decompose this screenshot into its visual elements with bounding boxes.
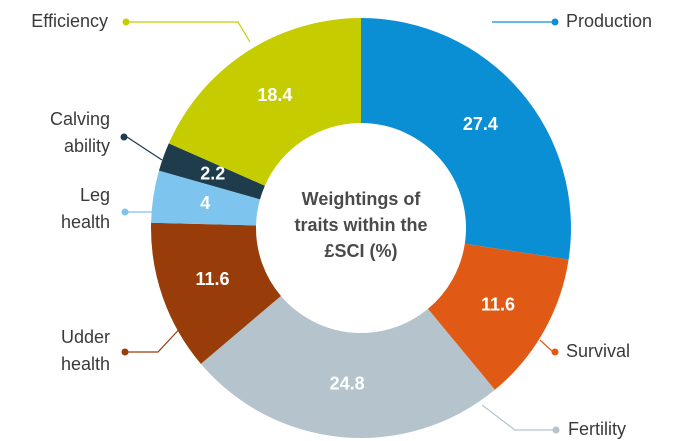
- category-label: Calving ability: [49, 109, 110, 156]
- value-label: 4: [200, 193, 210, 213]
- donut-segment: [427, 243, 569, 390]
- leader-dot: [552, 426, 560, 434]
- category-label: Leg health: [60, 185, 110, 232]
- chart-title: Weightings of traits within the £SCI (%): [294, 189, 428, 261]
- category-label: Survival: [566, 341, 631, 361]
- value-label: 24.8: [330, 374, 365, 394]
- leader-line: [128, 321, 187, 353]
- leader-dot: [551, 18, 559, 26]
- leader-line: [126, 136, 163, 161]
- donut-segment: [150, 222, 281, 364]
- leader-dot: [120, 133, 128, 141]
- leader-line: [129, 21, 251, 43]
- value-label: 2.2: [200, 163, 225, 183]
- leader-dot: [121, 348, 129, 356]
- leader-dot: [551, 348, 559, 356]
- donut-segment: [200, 295, 495, 439]
- donut-segment: [151, 170, 260, 226]
- leader-line: [481, 404, 553, 431]
- leader-dot: [122, 18, 130, 26]
- category-label: Production: [566, 11, 653, 31]
- donut-segment: [168, 18, 361, 186]
- category-label: Fertility: [568, 419, 626, 439]
- value-label: 18.4: [257, 85, 292, 105]
- leader-line: [539, 339, 554, 353]
- donut-segment: [158, 143, 265, 200]
- value-label: 27.4: [463, 114, 498, 134]
- donut-segment: [361, 18, 571, 260]
- value-label: 11.6: [481, 294, 515, 314]
- leader-dot: [121, 208, 129, 216]
- category-label: Efficiency: [31, 11, 108, 31]
- value-label: 11.6: [195, 269, 229, 289]
- category-label: Udder health: [60, 327, 110, 374]
